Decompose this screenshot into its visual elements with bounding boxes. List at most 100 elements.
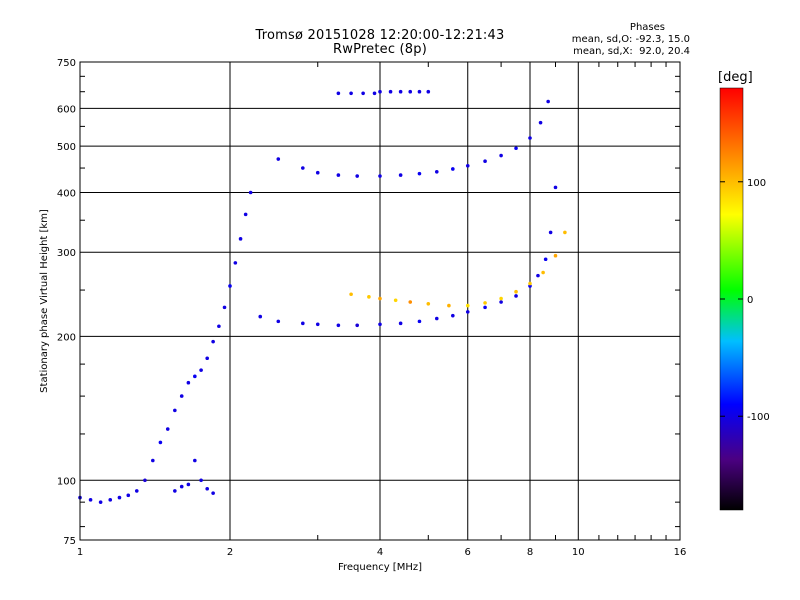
data-point <box>276 319 281 324</box>
data-point <box>217 324 221 329</box>
data-point <box>499 153 503 158</box>
data-point <box>248 190 253 195</box>
data-point <box>398 89 403 94</box>
colorbar-unit-label: [deg] <box>718 70 753 85</box>
chart-title: Tromsø 20151028 12:20:00-12:21:43 <box>255 28 505 43</box>
data-point <box>258 314 263 319</box>
data-point <box>417 89 422 94</box>
data-point <box>378 174 382 178</box>
data-point <box>483 305 487 310</box>
y-axis-ticks: 75 100 200 300 400 500 600 750 <box>57 58 680 547</box>
data-point <box>543 257 548 262</box>
data-point <box>355 174 359 178</box>
data-point <box>117 495 122 500</box>
data-point <box>165 427 170 431</box>
data-point <box>349 91 353 96</box>
data-point <box>417 319 422 324</box>
data-point <box>514 289 518 294</box>
data-point <box>211 339 215 344</box>
data-point <box>126 493 131 498</box>
data-point <box>434 169 439 174</box>
data-point <box>514 294 518 298</box>
y-tick-label: 100 <box>57 476 76 487</box>
data-point <box>205 356 209 361</box>
data-point <box>417 171 422 176</box>
y-tick-label: 300 <box>57 248 76 259</box>
data-point <box>315 322 320 327</box>
data-point <box>186 482 191 487</box>
data-point <box>536 273 540 278</box>
data-point <box>228 284 232 288</box>
data-point <box>434 316 439 321</box>
data-point <box>465 310 470 314</box>
data-point <box>238 237 243 241</box>
data-point <box>372 91 377 96</box>
data-point <box>98 500 103 504</box>
colorbar-ticks: -100 0 100 <box>720 178 770 423</box>
x-tick-label: 16 <box>674 547 687 558</box>
data-point <box>186 380 191 385</box>
plot-frame <box>79 61 681 541</box>
data-point <box>199 478 203 483</box>
data-point <box>548 230 553 235</box>
data-point <box>179 394 184 398</box>
data-point <box>408 89 413 94</box>
data-point <box>528 136 532 140</box>
data-point <box>408 300 413 304</box>
data-point <box>541 270 545 275</box>
data-point <box>367 295 371 299</box>
data-point <box>398 173 403 177</box>
data-point <box>336 173 341 177</box>
y-tick-label: 400 <box>57 188 76 199</box>
x-tick-label: 4 <box>377 547 383 558</box>
data-point <box>393 298 398 303</box>
grid-lines <box>80 62 680 540</box>
y-tick-label: 750 <box>57 58 76 69</box>
y-tick-label: 500 <box>57 142 76 153</box>
x-tick-label: 2 <box>227 547 233 558</box>
data-point <box>361 91 365 96</box>
data-point <box>173 489 177 493</box>
data-point <box>193 458 197 463</box>
data-point <box>398 321 403 326</box>
data-point <box>355 323 359 328</box>
data-point <box>315 170 320 175</box>
data-point <box>349 292 353 297</box>
data-point <box>205 486 209 491</box>
data-point <box>158 440 163 445</box>
phases-stats-x: mean, sd,X: 92.0, 20.4 <box>573 46 690 57</box>
data-points <box>78 89 567 504</box>
data-point <box>88 498 93 502</box>
x-axis-ticks: 1 2 4 6 8 10 16 <box>77 62 687 558</box>
phases-stats-heading: Phases <box>629 22 665 33</box>
data-point <box>378 322 382 327</box>
data-point <box>426 89 431 94</box>
data-point <box>151 458 155 463</box>
data-point <box>553 185 558 190</box>
data-point <box>276 157 281 161</box>
data-point <box>388 89 393 94</box>
data-point <box>143 478 147 483</box>
data-point <box>499 300 503 304</box>
data-point <box>222 305 227 310</box>
y-tick-label: 200 <box>57 332 76 343</box>
data-point <box>528 281 532 286</box>
data-point <box>447 303 451 308</box>
data-point <box>179 484 184 489</box>
data-point <box>499 296 503 301</box>
data-point <box>378 296 382 301</box>
data-point <box>193 374 197 379</box>
data-point <box>243 212 248 217</box>
data-point <box>538 120 543 125</box>
data-point <box>451 313 455 318</box>
y-tick-label: 600 <box>57 104 76 115</box>
data-point <box>465 163 470 168</box>
data-point <box>514 146 518 151</box>
data-point <box>173 408 177 413</box>
colorbar-tick-label: 0 <box>747 295 753 306</box>
data-point <box>336 91 341 96</box>
data-point <box>134 489 139 493</box>
colorbar-tick-label: 100 <box>747 178 766 189</box>
data-point <box>378 89 382 94</box>
